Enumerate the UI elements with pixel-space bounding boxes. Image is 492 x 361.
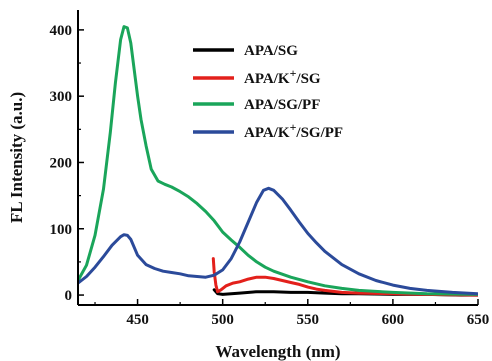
x-axis-title: Wavelength (nm) <box>215 342 340 361</box>
x-tick-label-500: 500 <box>211 312 234 328</box>
x-tick-label-600: 600 <box>382 312 405 328</box>
legend-label-3: APA/SG/PF <box>244 97 320 113</box>
series-line-4 <box>78 186 478 296</box>
x-tick-label-650: 650 <box>467 312 490 328</box>
legend-label-4: APA/K+/SG/PF <box>244 120 343 141</box>
x-tick-label-450: 450 <box>126 312 149 328</box>
y-axis-title: FL Intensity (a.u.) <box>7 92 26 223</box>
y-tick-label-100: 100 <box>50 222 73 238</box>
y-tick-label-0: 0 <box>65 288 73 304</box>
legend: APA/SG APA/K+/SG APA/SG/PF APA/K+/SG/PF <box>193 43 343 141</box>
legend-label-2: APA/K+/SG <box>244 66 321 87</box>
series-layer <box>78 25 478 297</box>
legend-label-1: APA/SG <box>244 43 298 59</box>
y-tick-label-200: 200 <box>50 155 73 171</box>
y-tick-label-400: 400 <box>50 23 73 39</box>
axes-layer: 450 500 550 600 650 0 100 200 300 400 <box>50 10 490 328</box>
y-tick-label-300: 300 <box>50 89 73 105</box>
x-tick-label-550: 550 <box>297 312 320 328</box>
series-line-2 <box>211 257 478 297</box>
series-line-3 <box>78 25 478 296</box>
